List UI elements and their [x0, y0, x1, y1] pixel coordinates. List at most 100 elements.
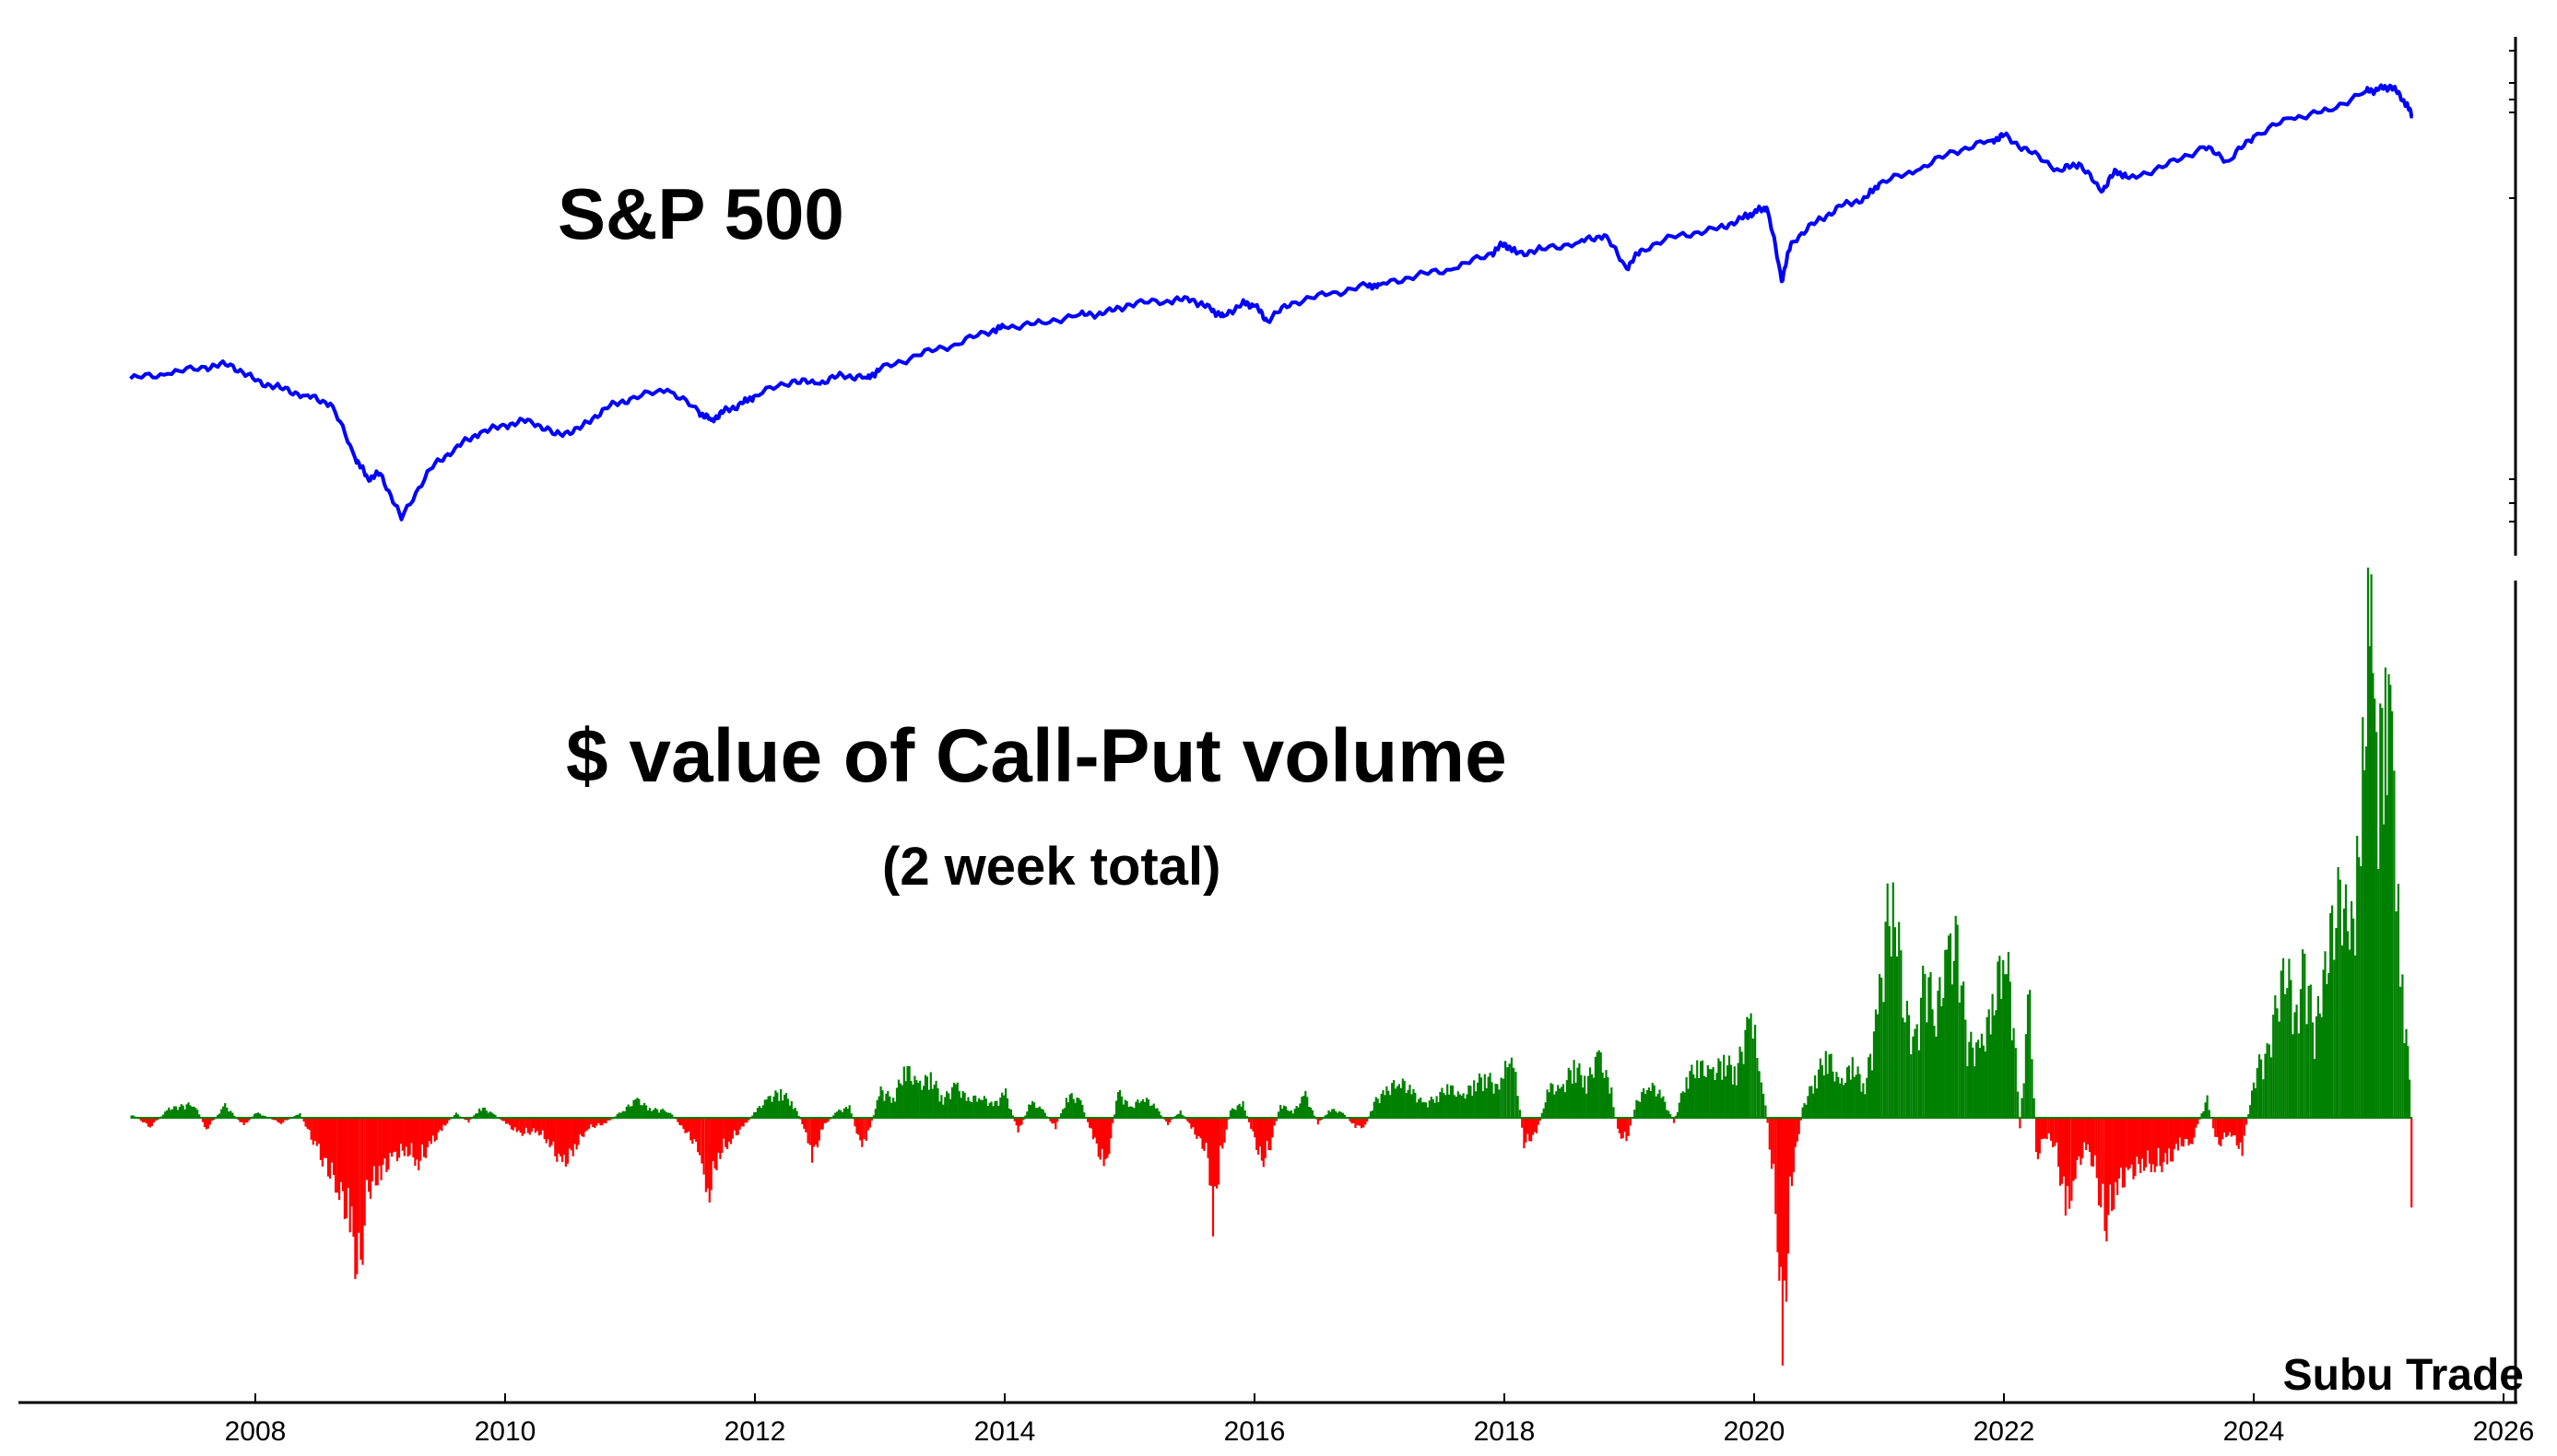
call-put-bar: [712, 1118, 714, 1161]
call-put-bar: [2315, 1016, 2318, 1118]
call-put-bar: [506, 1118, 510, 1124]
call-put-bar: [894, 1101, 897, 1118]
call-put-bar: [857, 1118, 860, 1135]
call-put-bar: [1898, 922, 1901, 1118]
call-put-bar: [938, 1101, 941, 1118]
call-put-bar: [1138, 1102, 1141, 1118]
call-put-bar: [1205, 1118, 1208, 1144]
call-put-bar: [1719, 1061, 1722, 1118]
call-put-bar: [2241, 1118, 2244, 1157]
call-put-bar: [935, 1080, 937, 1118]
call-put-bar: [1028, 1104, 1031, 1118]
call-put-bar: [1837, 1076, 1840, 1118]
call-put-bar: [879, 1086, 882, 1118]
call-put-bar: [636, 1098, 639, 1118]
call-put-bar: [492, 1113, 495, 1118]
call-put-bar: [1199, 1118, 1202, 1139]
call-put-bar: [1958, 1002, 1961, 1118]
call-put-bar: [1373, 1101, 1375, 1118]
call-put-bar: [1418, 1098, 1420, 1118]
call-put-bar: [380, 1118, 383, 1180]
call-put-bar: [477, 1113, 479, 1118]
call-put-bar: [645, 1105, 648, 1118]
call-put-bar: [324, 1118, 328, 1158]
call-put-bar: [758, 1106, 761, 1118]
call-put-bar: [1653, 1085, 1656, 1118]
call-put-bar: [1074, 1102, 1077, 1118]
call-put-bar: [999, 1098, 1002, 1118]
call-put-bar: [2403, 1043, 2406, 1118]
call-put-bar: [1338, 1111, 1341, 1118]
call-put-bar: [1597, 1050, 1600, 1118]
call-put-bar: [632, 1100, 635, 1118]
call-put-bar: [2115, 1118, 2117, 1182]
call-put-bar: [1855, 1074, 1857, 1118]
call-put-bar: [1099, 1118, 1102, 1160]
call-put-bar: [2176, 1118, 2179, 1151]
call-put-bar: [2272, 1015, 2275, 1118]
call-put-bar: [1847, 1065, 1850, 1118]
call-put-bar: [1181, 1114, 1184, 1118]
call-put-bar: [776, 1092, 779, 1118]
call-put-bar: [667, 1112, 670, 1118]
call-put-bar: [1748, 1018, 1750, 1118]
call-put-bar: [902, 1066, 905, 1118]
call-put-bar: [328, 1118, 332, 1179]
call-put-bar: [1696, 1060, 1699, 1118]
call-put-bar: [2372, 673, 2374, 1118]
call-put-bar: [2386, 794, 2388, 1118]
call-put-bar: [2297, 1033, 2300, 1118]
call-put-bar: [2100, 1118, 2103, 1208]
call-put-bar: [1302, 1096, 1305, 1118]
call-put-bar: [1306, 1097, 1309, 1118]
call-put-bar: [1714, 1080, 1716, 1118]
call-put-bar: [1281, 1109, 1284, 1118]
call-put-bar: [1165, 1118, 1168, 1122]
call-put-bar: [648, 1108, 651, 1118]
call-put-bar: [1441, 1087, 1443, 1118]
call-put-bar: [2276, 1008, 2279, 1118]
call-put-bar: [954, 1084, 957, 1118]
call-put-bar: [588, 1118, 591, 1129]
call-put-bar: [1131, 1107, 1134, 1118]
call-put-bar: [784, 1094, 786, 1118]
call-put-bar: [1371, 1110, 1373, 1118]
call-put-bar: [1692, 1074, 1695, 1118]
call-put-bar: [141, 1118, 144, 1122]
call-put-bar: [1114, 1114, 1116, 1118]
call-put-bar: [1703, 1075, 1705, 1118]
call-put-bar: [1350, 1118, 1353, 1124]
call-put-bar: [147, 1118, 149, 1127]
call-put-bar: [1912, 1036, 1915, 1118]
call-put-bar: [424, 1118, 428, 1158]
call-put-bar: [1005, 1088, 1007, 1118]
call-put-bar: [2320, 1016, 2323, 1118]
call-put-bar: [2172, 1118, 2174, 1162]
call-put-bar: [558, 1118, 560, 1154]
call-put-bar: [1862, 1083, 1865, 1118]
call-put-bar: [1197, 1118, 1200, 1137]
call-put-bar: [162, 1114, 165, 1118]
call-put-bar: [203, 1118, 206, 1128]
call-put-bar: [1242, 1101, 1244, 1118]
call-put-bar: [1271, 1118, 1274, 1138]
call-put-bar: [1647, 1087, 1650, 1118]
call-put-bar: [1651, 1083, 1654, 1118]
call-put-bar: [1097, 1118, 1100, 1157]
call-put-bar: [740, 1118, 743, 1127]
call-put-bar: [1491, 1082, 1493, 1118]
call-put-bar: [1308, 1107, 1311, 1118]
watermark: Subu Trade: [2283, 1351, 2524, 1400]
sp500-panel: [129, 83, 2414, 522]
call-put-bar: [336, 1118, 339, 1193]
call-put-bar: [1868, 1057, 1870, 1118]
call-put-bar: [2365, 746, 2368, 1118]
call-put-bar: [1644, 1093, 1647, 1118]
call-put-bar: [1871, 1070, 1874, 1118]
call-put-bar: [1603, 1077, 1606, 1118]
call-put-bar: [1903, 1022, 1906, 1118]
call-put-bar: [642, 1105, 644, 1118]
call-put-bar: [1596, 1051, 1598, 1118]
call-put-bar: [1160, 1115, 1162, 1118]
call-put-bar: [1738, 1046, 1741, 1118]
